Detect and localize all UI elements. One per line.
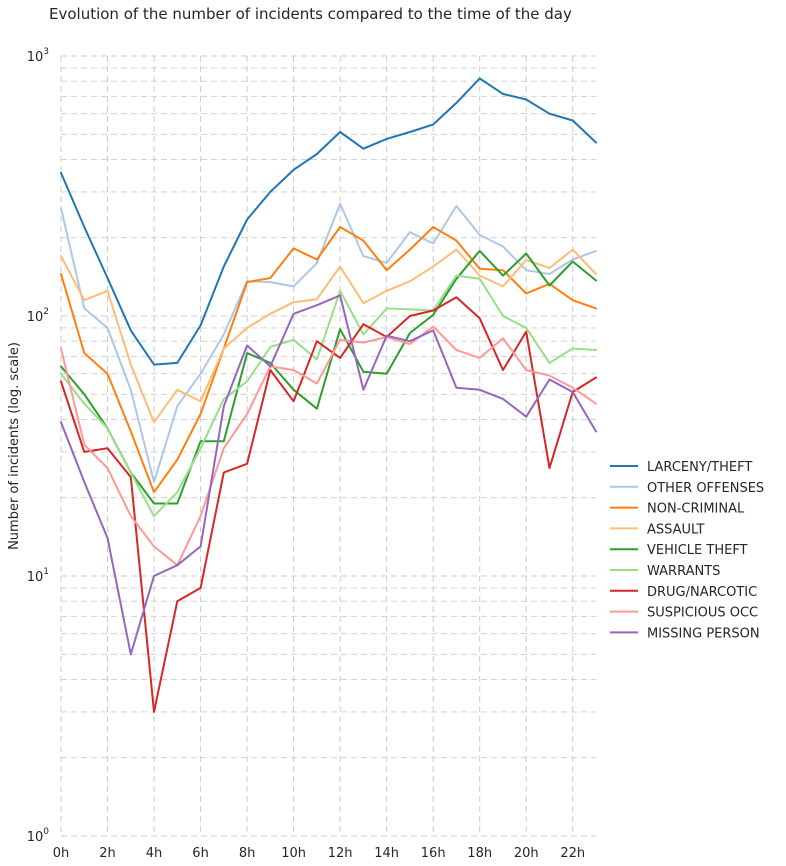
legend-label: SUSPICIOUS OCC [647, 606, 758, 621]
x-tick-label: 12h [328, 846, 353, 861]
x-tick-label: 0h [53, 846, 70, 861]
y-tick-label: 100 [27, 827, 50, 845]
series-line-larceny-theft [60, 77, 597, 366]
legend-label: NON-CRIMINAL [647, 502, 745, 517]
series-line-assault [60, 248, 597, 424]
x-tick-label: 10h [281, 846, 306, 861]
series-line-other-offenses [60, 202, 597, 483]
legend-label: WARRANTS [647, 564, 720, 579]
series-line-suspicious-occ [60, 325, 597, 567]
legend-label: LARCENY/THEFT [647, 460, 752, 475]
legend-label: OTHER OFFENSES [647, 481, 764, 496]
legend-label: MISSING PERSON [647, 626, 760, 641]
chart-title: Evolution of the number of incidents com… [49, 5, 572, 23]
grid [60, 55, 596, 837]
y-tick-label: 103 [27, 47, 49, 65]
x-tick-label: 14h [374, 846, 399, 861]
x-axis-ticks: 0h 2h 4h 6h 8h 10h 12h 14h 16h 18h 20h 22h [53, 846, 585, 861]
x-tick-label: 2h [99, 846, 116, 861]
legend-label: DRUG/NARCOTIC [647, 585, 757, 600]
series-line-missing-person [60, 294, 597, 656]
legend-label: VEHICLE THEFT [647, 543, 748, 558]
x-tick-label: 6h [192, 846, 209, 861]
series-line-warrants [60, 274, 597, 518]
x-tick-label: 16h [421, 846, 446, 861]
x-tick-label: 8h [239, 846, 256, 861]
x-tick-label: 20h [514, 846, 539, 861]
series-line-non-criminal [60, 226, 597, 494]
y-tick-label: 102 [27, 307, 49, 325]
y-axis-label: Number of incidents (log. scale) [7, 342, 22, 550]
x-tick-label: 4h [146, 846, 163, 861]
x-tick-label: 18h [467, 846, 492, 861]
legend: LARCENY/THEFT OTHER OFFENSES NON-CRIMINAL A… [610, 460, 764, 641]
x-tick-label: 22h [560, 846, 585, 861]
series-line-drug-narcotic [60, 296, 597, 713]
series-line-vehicle-theft [60, 249, 597, 505]
series-lines [60, 77, 597, 713]
legend-label: ASSAULT [647, 522, 704, 537]
y-tick-label: 101 [27, 567, 49, 585]
y-axis-ticks: 100 101 102 103 [27, 47, 50, 845]
